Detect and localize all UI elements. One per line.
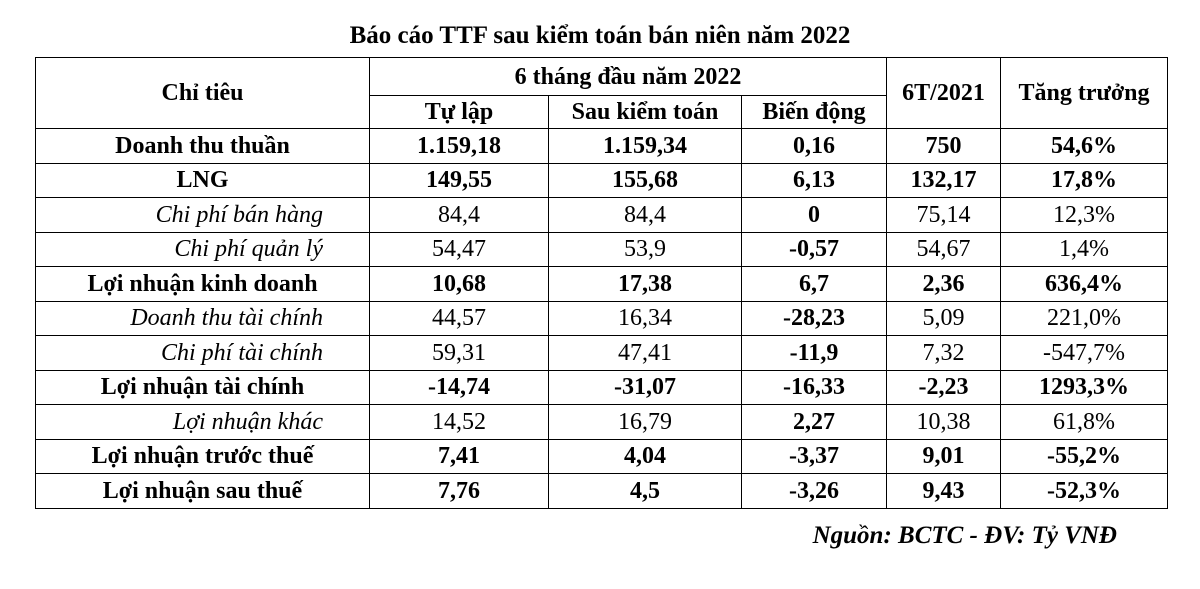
cell-self-prepared: -14,74 (369, 369, 549, 405)
cell-change: -3,26 (741, 473, 887, 509)
cell-self-prepared: 59,31 (369, 335, 549, 371)
cell-growth: 12,3% (1000, 197, 1168, 233)
cell-change: 6,7 (741, 266, 887, 302)
cell-change: -28,23 (741, 300, 887, 336)
cell-self-prepared: 10,68 (369, 266, 549, 302)
table-row: Lợi nhuận sau thuế 7,76 4,5 -3,26 9,43 -52,3% (35, 473, 1168, 509)
cell-audited: 17,38 (548, 266, 742, 302)
cell-prior: -2,23 (886, 369, 1001, 405)
table-row: LNG 149,55 155,68 6,13 132,17 17,8% (35, 162, 1168, 198)
cell-audited: -31,07 (548, 369, 742, 405)
cell-prior: 9,43 (886, 473, 1001, 509)
source-note: Nguồn: BCTC - ĐV: Tỷ VNĐ (812, 522, 1117, 549)
cell-audited: 4,5 (548, 473, 742, 509)
cell-self-prepared: 84,4 (369, 197, 549, 233)
cell-growth: 1,4% (1000, 231, 1168, 267)
cell-indicator: Lợi nhuận tài chính (35, 369, 370, 405)
cell-change: -3,37 (741, 438, 887, 474)
cell-audited: 47,41 (548, 335, 742, 371)
table-row: Chi phí bán hàng 84,4 84,4 0 75,14 12,3% (35, 197, 1168, 233)
cell-change: -16,33 (741, 369, 887, 405)
cell-prior: 750 (886, 128, 1001, 164)
header-audited: Sau kiểm toán (548, 95, 742, 129)
cell-indicator: Chi phí bán hàng (35, 197, 370, 233)
cell-change: 2,27 (741, 404, 887, 440)
cell-growth: 61,8% (1000, 404, 1168, 440)
cell-self-prepared: 14,52 (369, 404, 549, 440)
cell-growth: 636,4% (1000, 266, 1168, 302)
cell-self-prepared: 44,57 (369, 300, 549, 336)
cell-audited: 53,9 (548, 231, 742, 267)
cell-change: -11,9 (741, 335, 887, 371)
cell-indicator: Chi phí quản lý (35, 231, 370, 267)
table-row: Lợi nhuận trước thuế 7,41 4,04 -3,37 9,01 -55… (35, 438, 1168, 474)
table-row: Lợi nhuận khác 14,52 16,79 2,27 10,38 61,8% (35, 404, 1168, 440)
cell-prior: 9,01 (886, 438, 1001, 474)
table-row: Lợi nhuận tài chính -14,74 -31,07 -16,33 -2,… (35, 369, 1168, 405)
header-indicator: Chỉ tiêu (35, 57, 370, 129)
cell-self-prepared: 7,41 (369, 438, 549, 474)
cell-audited: 16,34 (548, 300, 742, 336)
cell-audited: 1.159,34 (548, 128, 742, 164)
cell-indicator: Doanh thu tài chính (35, 300, 370, 336)
cell-audited: 4,04 (548, 438, 742, 474)
cell-prior: 75,14 (886, 197, 1001, 233)
cell-growth: 221,0% (1000, 300, 1168, 336)
cell-indicator: Lợi nhuận sau thuế (35, 473, 370, 509)
header-change: Biến động (741, 95, 887, 129)
table-body: Doanh thu thuần 1.159,18 1.159,34 0,16 750 54… (35, 128, 1168, 509)
cell-prior: 54,67 (886, 231, 1001, 267)
cell-audited: 84,4 (548, 197, 742, 233)
table-row: Doanh thu thuần 1.159,18 1.159,34 0,16 750 54… (35, 128, 1168, 164)
header-growth: Tăng trưởng (1000, 57, 1168, 129)
cell-growth: -55,2% (1000, 438, 1168, 474)
cell-prior: 5,09 (886, 300, 1001, 336)
financial-table: Chỉ tiêu 6 tháng đầu năm 2022 6T/2021 Tă… (35, 57, 1168, 509)
cell-audited: 16,79 (548, 404, 742, 440)
table-row: Chi phí quản lý 54,47 53,9 -0,57 54,67 1,4% (35, 231, 1168, 267)
table-title: Báo cáo TTF sau kiểm toán bán niên năm 2… (349, 22, 851, 49)
cell-audited: 155,68 (548, 162, 742, 198)
cell-growth: 54,6% (1000, 128, 1168, 164)
table-row: Lợi nhuận kinh doanh 10,68 17,38 6,7 2,36 636… (35, 266, 1168, 302)
cell-growth: 17,8% (1000, 162, 1168, 198)
cell-self-prepared: 1.159,18 (369, 128, 549, 164)
cell-growth: -52,3% (1000, 473, 1168, 509)
header-group: 6 tháng đầu năm 2022 (369, 57, 887, 96)
cell-growth: -547,7% (1000, 335, 1168, 371)
header-self-prepared: Tự lập (369, 95, 549, 129)
cell-indicator: Doanh thu thuần (35, 128, 370, 164)
cell-change: 6,13 (741, 162, 887, 198)
cell-growth: 1293,3% (1000, 369, 1168, 405)
cell-prior: 2,36 (886, 266, 1001, 302)
cell-indicator: Lợi nhuận kinh doanh (35, 266, 370, 302)
cell-self-prepared: 54,47 (369, 231, 549, 267)
cell-prior: 10,38 (886, 404, 1001, 440)
header-prior: 6T/2021 (886, 57, 1001, 129)
table-row: Doanh thu tài chính 44,57 16,34 -28,23 5,09 2… (35, 300, 1168, 336)
cell-self-prepared: 7,76 (369, 473, 549, 509)
cell-indicator: Lợi nhuận trước thuế (35, 438, 370, 474)
cell-change: -0,57 (741, 231, 887, 267)
cell-change: 0,16 (741, 128, 887, 164)
cell-prior: 7,32 (886, 335, 1001, 371)
cell-change: 0 (741, 197, 887, 233)
cell-prior: 132,17 (886, 162, 1001, 198)
cell-indicator: Chi phí tài chính (35, 335, 370, 371)
cell-self-prepared: 149,55 (369, 162, 549, 198)
cell-indicator: LNG (35, 162, 370, 198)
table-row: Chi phí tài chính 59,31 47,41 -11,9 7,32 -547… (35, 335, 1168, 371)
cell-indicator: Lợi nhuận khác (35, 404, 370, 440)
